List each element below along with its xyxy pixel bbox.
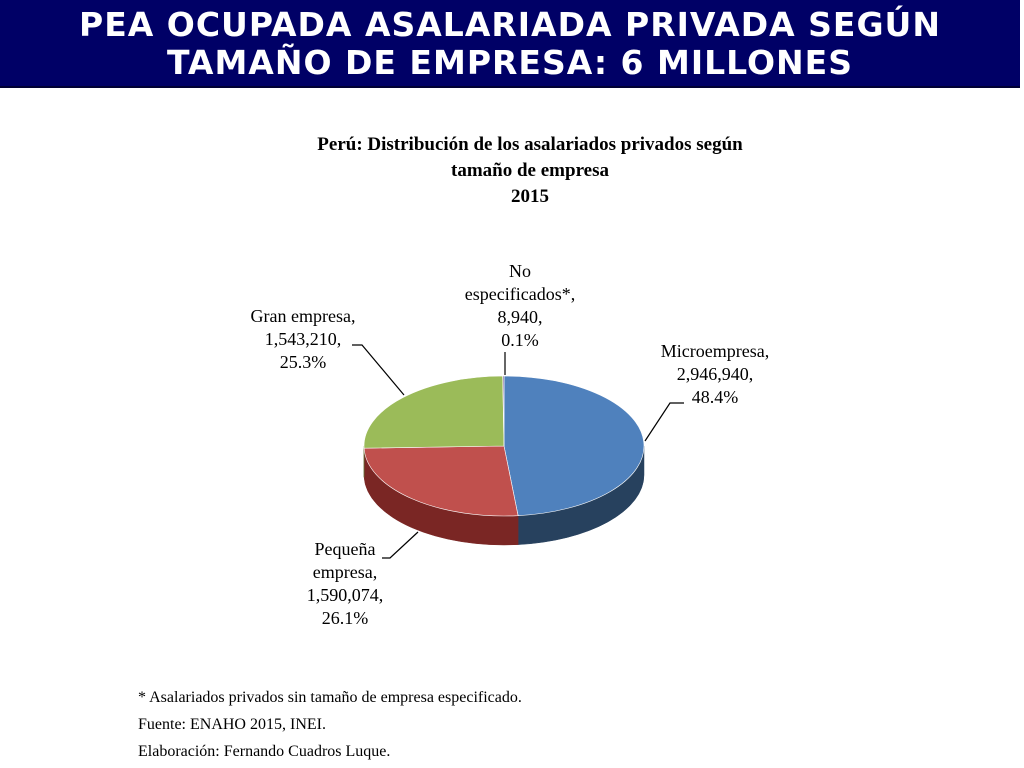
author-text: Elaboración: Fernando Cuadros Luque. <box>138 743 391 760</box>
data-label-microempresa: Microempresa, 2,946,940, 48.4% <box>630 340 800 409</box>
page-title-line-2: TAMAÑO DE EMPRESA: 6 MILLONES <box>166 43 853 82</box>
chart-notes: * Asalariados privados sin tamaño de emp… <box>138 684 838 765</box>
pie-slice-no <box>502 375 505 447</box>
chart-title-line-1: Perú: Distribución de los asalariados pr… <box>317 134 743 155</box>
data-label-pequena-line-3: 1,590,074, <box>306 585 384 605</box>
data-label-pequena-line-1: Pequeña <box>314 539 376 559</box>
data-label-no-esp-line-3: 8,940, <box>497 307 543 327</box>
pie-slice-microempresa <box>503 375 645 516</box>
leader-line-microempresa <box>644 402 684 442</box>
data-label-no-esp-line-1: No <box>509 261 531 281</box>
page-title: PEA OCUPADA ASALARIADA PRIVADA SEGÚN TAM… <box>0 6 1020 82</box>
data-label-gran-line-2: 1,543,210, <box>264 329 342 349</box>
chart-title: Perú: Distribución de los asalariados pr… <box>200 132 860 210</box>
footnote-text: * Asalariados privados sin tamaño de emp… <box>138 689 522 706</box>
leader-line-gran-empresa <box>352 344 405 396</box>
data-label-microempresa-line-1: Microempresa, <box>660 341 770 361</box>
source-text: Fuente: ENAHO 2015, INEI. <box>138 716 326 733</box>
data-label-microempresa-line-3: 48.4% <box>691 387 739 407</box>
chart-title-line-2: tamaño de empresa <box>451 160 609 181</box>
page-title-line-1: PEA OCUPADA ASALARIADA PRIVADA SEGÚN <box>79 5 941 44</box>
data-label-gran-empresa: Gran empresa, 1,543,210, 25.3% <box>218 305 388 374</box>
data-label-no-esp-line-4: 0.1% <box>501 330 539 350</box>
data-label-gran-line-1: Gran empresa, <box>250 306 356 326</box>
pie-slice-pequea <box>363 445 519 517</box>
title-banner: PEA OCUPADA ASALARIADA PRIVADA SEGÚN TAM… <box>0 0 1020 88</box>
chart-title-line-3: 2015 <box>511 186 549 207</box>
pie-slice-granempresa <box>363 375 505 449</box>
data-label-no-esp-line-2: especificados*, <box>464 284 576 304</box>
data-label-microempresa-line-2: 2,946,940, <box>676 364 754 384</box>
leader-line-pequena-empresa <box>382 531 419 559</box>
data-label-pequena-empresa: Pequeña empresa, 1,590,074, 26.1% <box>270 538 420 630</box>
data-label-no-especificados: No especificados*, 8,940, 0.1% <box>430 260 610 352</box>
data-label-pequena-line-2: empresa, <box>312 562 378 582</box>
data-label-gran-line-3: 25.3% <box>279 352 327 372</box>
data-label-pequena-line-4: 26.1% <box>321 608 369 628</box>
